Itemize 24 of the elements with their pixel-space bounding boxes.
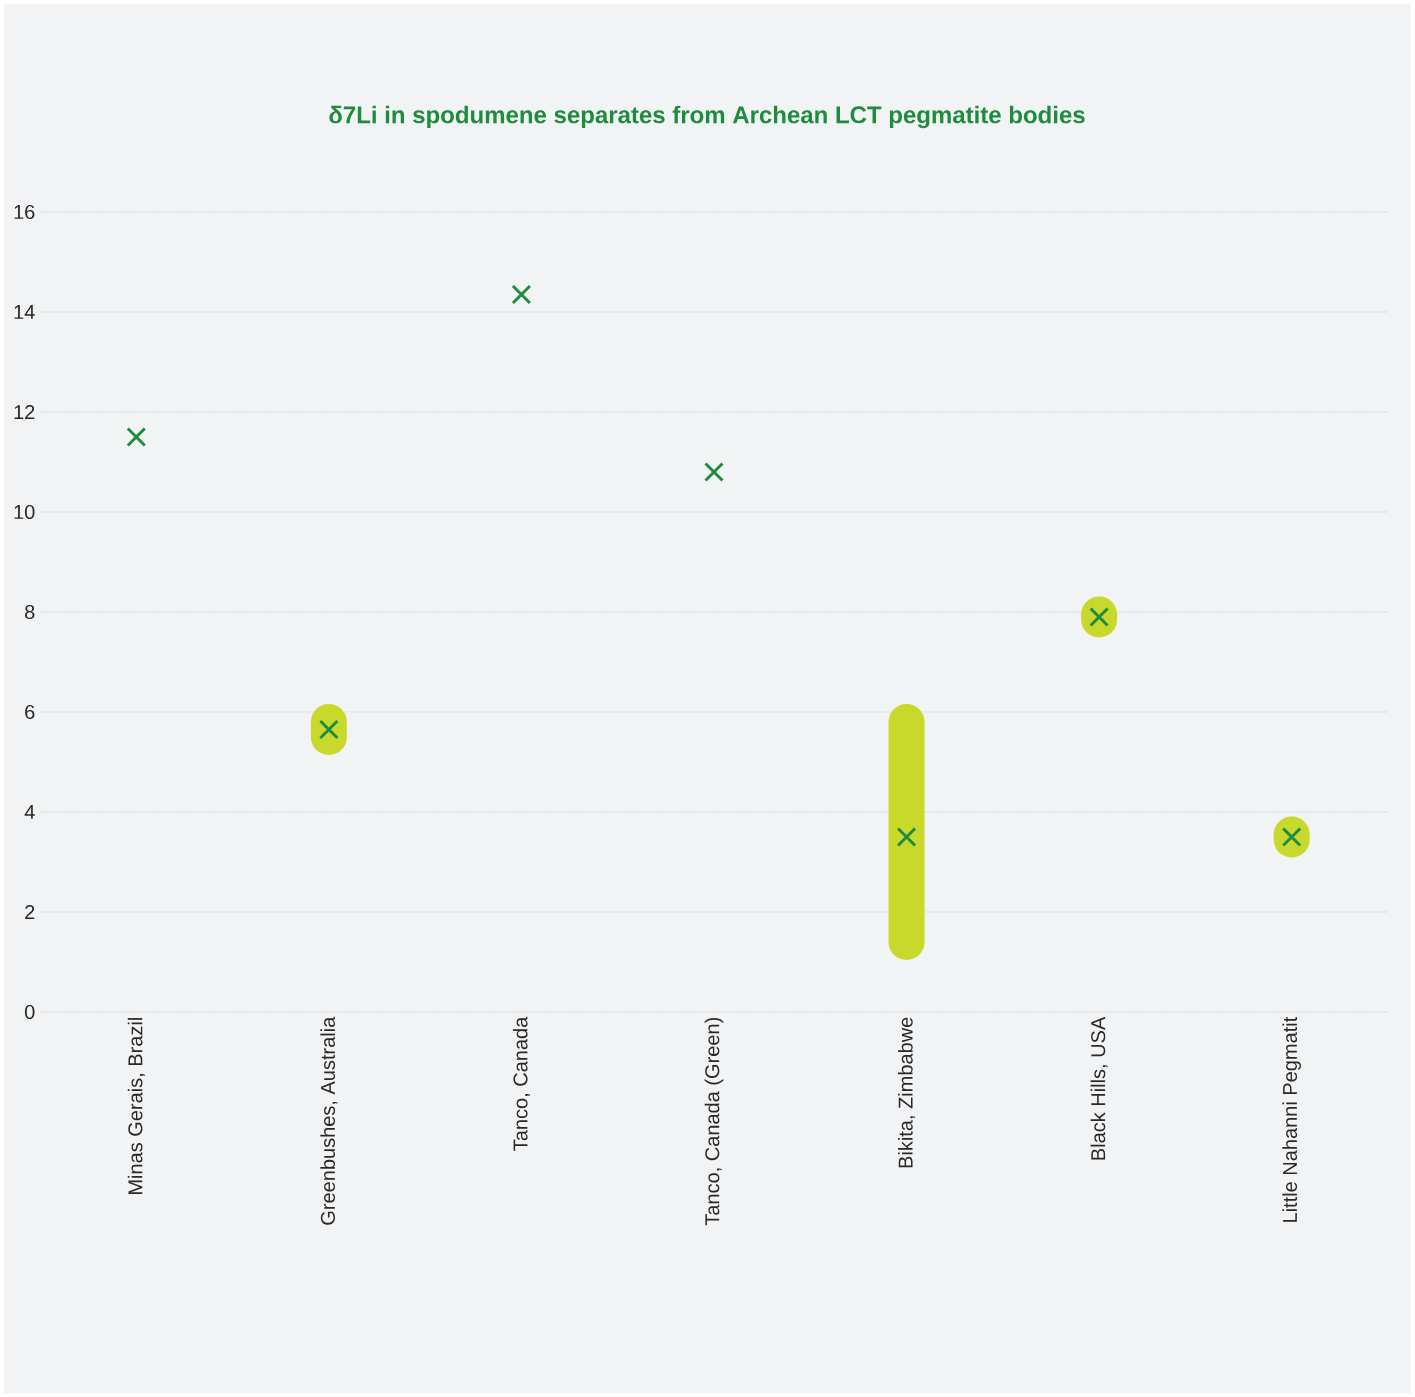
x-tick-label: Tanco, Canada (Green): [704, 1017, 724, 1226]
point: [896, 827, 917, 847]
point: [511, 284, 532, 305]
x-tick-label: Tanco, Canada: [512, 1016, 530, 1151]
x-tick-label: Greenbushes, Australia: [320, 1016, 338, 1225]
x-tick-label: Little Nahanni Pegmatit: [1282, 1016, 1301, 1222]
y-tick-label: 16: [14, 204, 35, 220]
y-tick-label: 4: [24, 805, 35, 819]
y-tick-label: 0: [24, 1004, 35, 1020]
point: [126, 427, 147, 447]
point: [704, 462, 724, 482]
y-tick-label: 8: [25, 604, 35, 620]
y-tick-label: 14: [14, 305, 35, 319]
y-tick-label: 6: [25, 704, 35, 720]
x-tick-label: Bikita, Zimbabwe: [898, 1017, 916, 1168]
y-tick-label: 10: [14, 504, 35, 520]
point: [318, 719, 339, 740]
point: [1089, 607, 1110, 627]
y-tick-label: 12: [14, 405, 35, 419]
point: [1281, 827, 1302, 847]
y-tick-label: 2: [25, 905, 35, 919]
x-tick-label: Minas Gerais, Brazil: [127, 1018, 145, 1194]
x-tick-label: Black Hills, USA: [1090, 1016, 1108, 1160]
chart-title: δ7Li in spodumene separates from Archean LCT pegmatite bodies: [329, 105, 1085, 129]
